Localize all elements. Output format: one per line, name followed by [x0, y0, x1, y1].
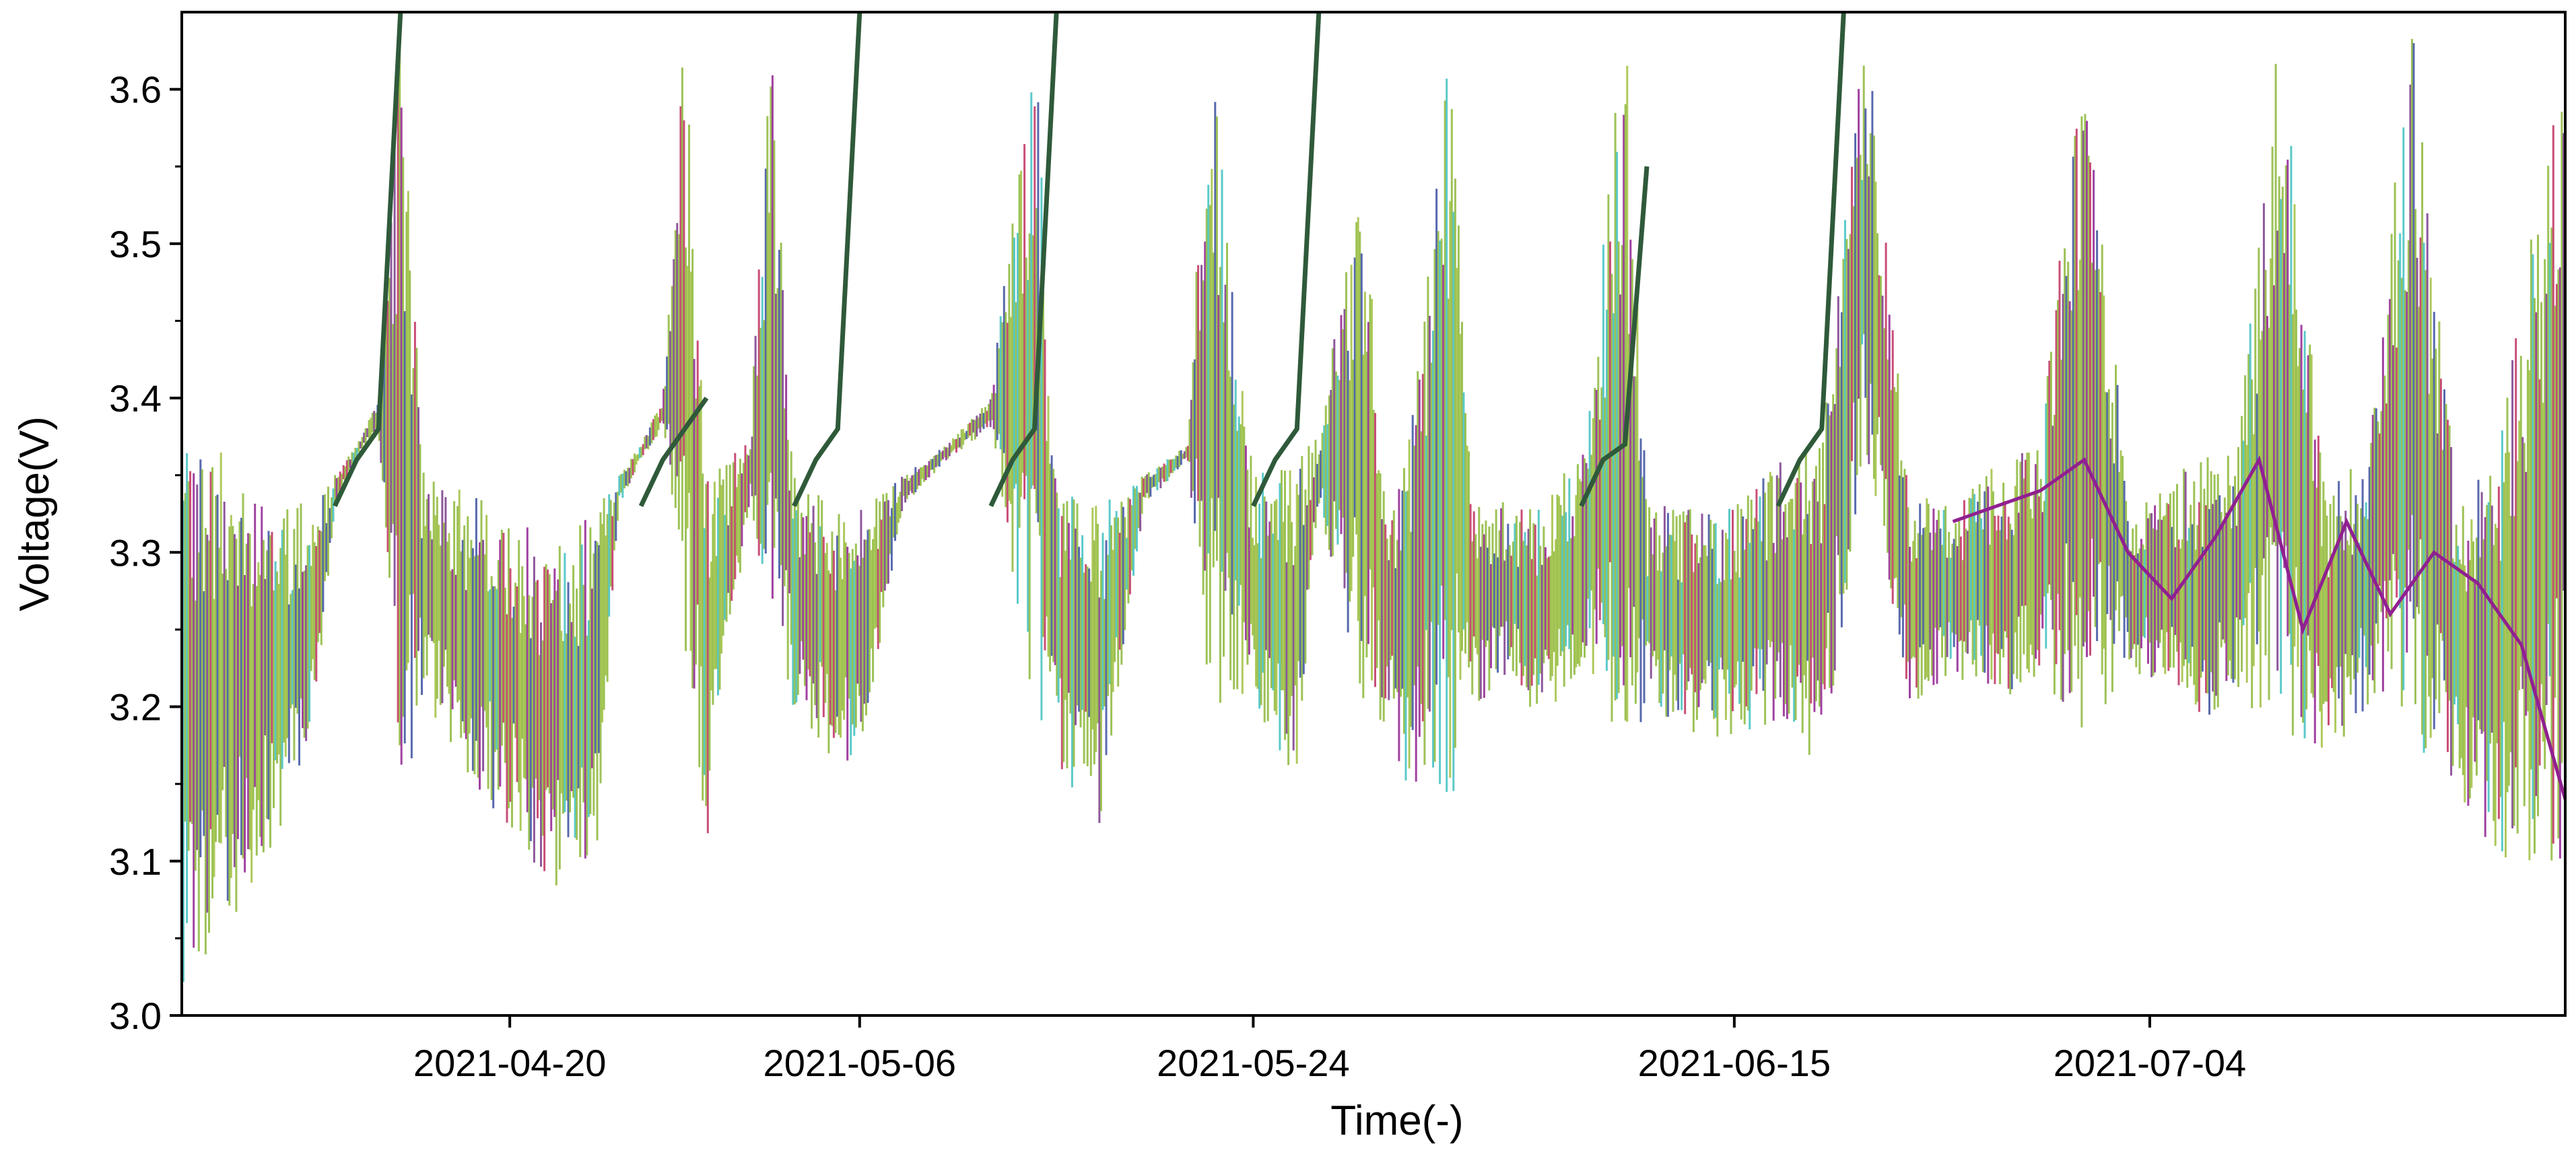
- y-tick-label: 3.5: [109, 223, 162, 265]
- y-tick-label: 3.2: [109, 686, 162, 729]
- y-axis-title: Voltage(V): [11, 416, 58, 611]
- y-tick-label: 3.1: [109, 840, 162, 883]
- x-tick-label: 2021-06-15: [1638, 1042, 1831, 1084]
- x-tick-label: 2021-07-04: [2054, 1042, 2246, 1084]
- voltage-spikes: [180, 32, 2565, 982]
- x-tick-label: 2021-05-06: [764, 1042, 956, 1084]
- y-tick-label: 3.6: [109, 69, 162, 111]
- y-tick-label: 3.0: [109, 995, 162, 1037]
- x-tick-label: 2021-05-24: [1157, 1042, 1349, 1084]
- data-layer: [180, 11, 2567, 982]
- y-tick-label: 3.4: [109, 377, 162, 420]
- outlier-cell-line: [1952, 455, 2567, 800]
- y-tick-label: 3.3: [109, 531, 162, 574]
- charge-step-curve: [333, 11, 1846, 507]
- axis-layer: 3.0 3.1 3.2 3.3 3.4 3.5 3.6 2021-04-20 2021-05-0…: [109, 69, 2246, 1084]
- plot-frame: [180, 11, 2567, 1017]
- x-axis-title: Time(-): [1330, 1098, 1463, 1144]
- x-tick-label: 2021-04-20: [413, 1042, 606, 1084]
